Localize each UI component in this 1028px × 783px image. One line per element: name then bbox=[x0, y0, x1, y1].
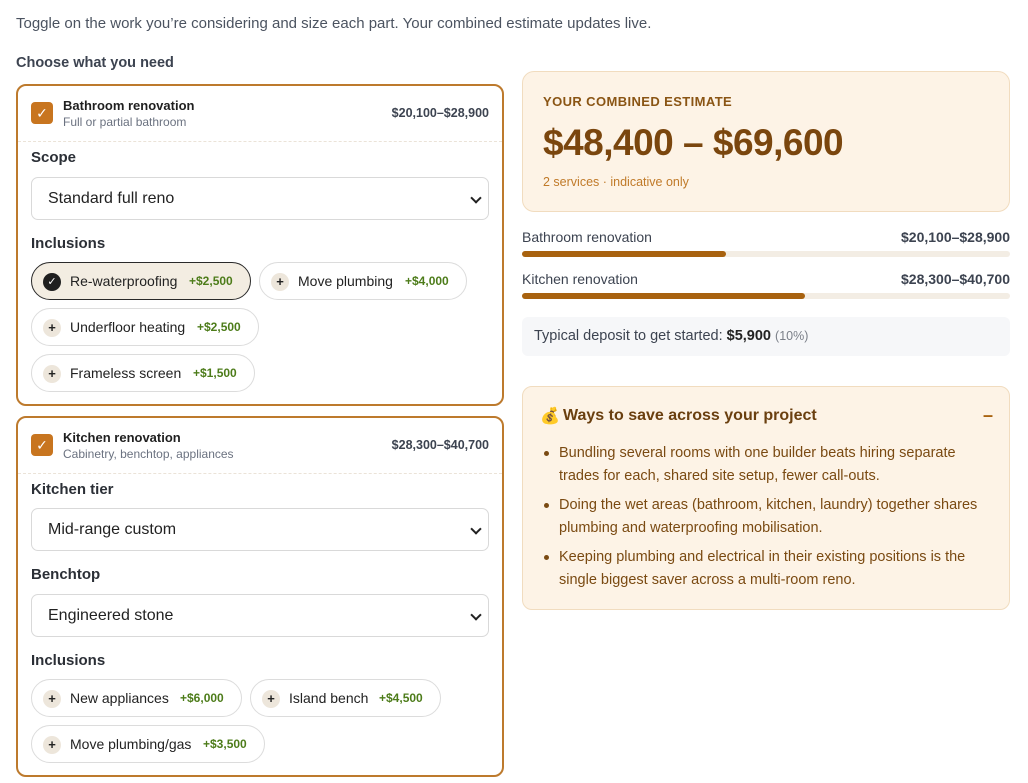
combined-estimate-panel: YOUR COMBINED ESTIMATE $48,400 – $69,600… bbox=[522, 71, 1010, 212]
deposit-percent: (10%) bbox=[775, 329, 809, 343]
bathroom-service-card: ✓ Bathroom renovation Full or partial ba… bbox=[16, 84, 504, 406]
chip-label: Frameless screen bbox=[70, 365, 182, 381]
checkmark-icon: ✓ bbox=[36, 105, 48, 121]
deposit-label: Typical deposit to get started: bbox=[534, 328, 723, 344]
kitchen-tier-select[interactable]: Mid-range custom bbox=[31, 508, 489, 551]
money-bag-icon: 💰 bbox=[540, 408, 560, 425]
list-item: Bundling several rooms with one builder … bbox=[543, 442, 998, 488]
chevron-down-icon bbox=[470, 609, 482, 621]
scope-select-value: Standard full reno bbox=[48, 190, 175, 207]
inclusion-chip-underfloor-heating[interactable]: + Underfloor heating +$2,500 bbox=[31, 308, 259, 346]
scope-select[interactable]: Standard full reno bbox=[31, 177, 489, 220]
chip-label: Island bench bbox=[289, 690, 369, 706]
estimate-range: $48,400 – $69,600 bbox=[543, 122, 844, 163]
chip-label: New appliances bbox=[70, 690, 169, 706]
bathroom-card-header[interactable]: ✓ Bathroom renovation Full or partial ba… bbox=[18, 86, 502, 142]
chip-label: Underfloor heating bbox=[70, 319, 186, 335]
inclusion-chip-island-bench[interactable]: + Island bench +$4,500 bbox=[250, 679, 441, 717]
kitchen-tier-select-value: Mid-range custom bbox=[48, 521, 177, 538]
plus-icon: + bbox=[271, 273, 289, 291]
kitchen-service-subtitle: Cabinetry, benchtop, appliances bbox=[63, 447, 234, 461]
kitchen-card-header[interactable]: ✓ Kitchen renovation Cabinetry, benchtop… bbox=[18, 418, 502, 474]
breakdown-bar-fill bbox=[522, 293, 805, 299]
deposit-amount: $5,900 bbox=[726, 328, 771, 344]
chip-price: +$2,500 bbox=[197, 320, 241, 334]
bathroom-checkbox[interactable]: ✓ bbox=[31, 102, 53, 124]
inclusion-chip-move-plumbing-gas[interactable]: + Move plumbing/gas +$3,500 bbox=[31, 725, 265, 763]
plus-icon: + bbox=[43, 736, 61, 754]
plus-icon: + bbox=[43, 690, 61, 708]
kitchen-service-card: ✓ Kitchen renovation Cabinetry, benchtop… bbox=[16, 416, 504, 777]
estimate-note: 2 services · indicative only bbox=[543, 175, 689, 189]
chip-price: +$6,000 bbox=[180, 691, 224, 705]
benchtop-select-value: Engineered stone bbox=[48, 607, 174, 624]
chip-price: +$1,500 bbox=[193, 366, 237, 380]
breakdown-bar-track bbox=[522, 293, 1010, 299]
chip-price: +$3,500 bbox=[203, 737, 247, 751]
plus-icon: + bbox=[43, 319, 61, 337]
inclusion-chip-new-appliances[interactable]: + New appliances +$6,000 bbox=[31, 679, 242, 717]
chip-price: +$2,500 bbox=[189, 274, 233, 288]
kitchen-inclusions-label: Inclusions bbox=[31, 652, 106, 669]
benchtop-select[interactable]: Engineered stone bbox=[31, 594, 489, 637]
bathroom-service-price: $20,100–$28,900 bbox=[391, 106, 489, 120]
kitchen-service-price: $28,300–$40,700 bbox=[391, 438, 489, 452]
chip-price: +$4,000 bbox=[405, 274, 449, 288]
breakdown-value: $20,100–$28,900 bbox=[901, 229, 1010, 245]
bathroom-service-name: Bathroom renovation bbox=[63, 98, 195, 113]
deposit-info: Typical deposit to get started: $5,900 (… bbox=[522, 317, 1010, 356]
breakdown-bar-fill bbox=[522, 251, 726, 257]
collapse-toggle-button[interactable]: – bbox=[982, 405, 993, 425]
chevron-down-icon bbox=[470, 192, 482, 204]
choose-heading: Choose what you need bbox=[16, 55, 174, 71]
plus-icon: + bbox=[43, 365, 61, 383]
inclusion-chip-re-waterproofing[interactable]: ✓ Re-waterproofing +$2,500 bbox=[31, 262, 251, 300]
plus-icon: + bbox=[262, 690, 280, 708]
chip-label: Move plumbing/gas bbox=[70, 736, 192, 752]
scope-label: Scope bbox=[31, 149, 77, 166]
list-item: Keeping plumbing and electrical in their… bbox=[543, 546, 998, 592]
tips-list: Bundling several rooms with one builder … bbox=[543, 442, 998, 598]
ways-to-save-title: Ways to save across your project bbox=[563, 407, 817, 424]
breakdown-row-bathroom: Bathroom renovation $20,100–$28,900 bbox=[522, 229, 1010, 259]
bathroom-service-subtitle: Full or partial bathroom bbox=[63, 115, 187, 129]
benchtop-label: Benchtop bbox=[31, 566, 101, 583]
inclusion-chip-move-plumbing[interactable]: + Move plumbing +$4,000 bbox=[259, 262, 467, 300]
checkmark-icon: ✓ bbox=[36, 437, 48, 453]
bathroom-inclusions-label: Inclusions bbox=[31, 235, 106, 252]
estimate-title: YOUR COMBINED ESTIMATE bbox=[543, 94, 733, 109]
breakdown-name: Bathroom renovation bbox=[522, 229, 652, 245]
chip-label: Re-waterproofing bbox=[70, 273, 178, 289]
intro-text: Toggle on the work you’re considering an… bbox=[16, 15, 652, 32]
chip-label: Move plumbing bbox=[298, 273, 393, 289]
breakdown-name: Kitchen renovation bbox=[522, 271, 638, 287]
kitchen-tier-label: Kitchen tier bbox=[31, 481, 114, 498]
breakdown-value: $28,300–$40,700 bbox=[901, 271, 1010, 287]
breakdown-row-kitchen: Kitchen renovation $28,300–$40,700 bbox=[522, 271, 1010, 301]
breakdown-bar-track bbox=[522, 251, 1010, 257]
kitchen-checkbox[interactable]: ✓ bbox=[31, 434, 53, 456]
ways-to-save-panel: 💰 Ways to save across your project – Bun… bbox=[522, 386, 1010, 610]
chip-price: +$4,500 bbox=[379, 691, 423, 705]
chevron-down-icon bbox=[470, 523, 482, 535]
list-item: Doing the wet areas (bathroom, kitchen, … bbox=[543, 494, 998, 540]
kitchen-service-name: Kitchen renovation bbox=[63, 430, 181, 445]
checkmark-icon: ✓ bbox=[43, 273, 61, 291]
inclusion-chip-frameless-screen[interactable]: + Frameless screen +$1,500 bbox=[31, 354, 255, 392]
